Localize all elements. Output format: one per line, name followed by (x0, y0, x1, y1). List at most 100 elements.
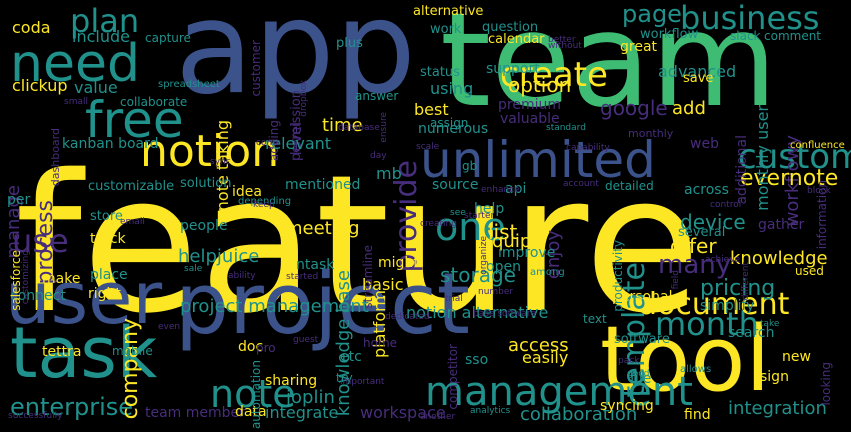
word-storage: storage (440, 263, 516, 287)
word-mobile: mobile (112, 344, 153, 358)
word-find: find (684, 407, 711, 423)
word-best: best (414, 100, 449, 119)
word-dropbox: dropbox (299, 80, 309, 117)
word-device: device (680, 210, 746, 234)
word-notion-alternative: notion alternative (406, 303, 549, 322)
word-knowledge-base: knowledge base (333, 270, 354, 417)
word-email: email (120, 217, 145, 227)
word-depending: depending (238, 196, 292, 207)
word-customizable: customizable (88, 179, 175, 194)
word-source: source (432, 177, 479, 193)
word-sale: sale (184, 264, 203, 274)
word-streamline: streamline (361, 245, 375, 309)
word-create: create (500, 55, 608, 95)
word-ensure: ensure (379, 112, 389, 143)
word-quip: quip (492, 231, 532, 252)
word-coda: coda (12, 18, 51, 37)
word-used: used (795, 264, 824, 278)
word-user: user (5, 256, 163, 340)
word-database: database (338, 123, 380, 133)
word-premium: premium (498, 97, 561, 113)
word-good: good (627, 369, 650, 379)
word-status: status (420, 65, 460, 80)
word-search: search (728, 325, 775, 341)
word-joplin: joplin (286, 387, 335, 408)
word-successfully: successfully (8, 411, 63, 421)
word-important: important (340, 377, 385, 387)
word-connect: connect (10, 288, 66, 304)
word-text: text (583, 312, 607, 326)
word-time: time (322, 115, 363, 136)
word-sync: sync (210, 157, 231, 167)
word-easily: easily (522, 348, 569, 367)
word-day: day (370, 151, 387, 161)
word-doc: doc (238, 339, 264, 355)
word-tettra: tettra (42, 344, 82, 360)
word-team-member: team member (145, 405, 245, 421)
word-evernote: evernote (740, 166, 839, 191)
word-another: another (420, 412, 456, 422)
word-alternative: alternative (413, 4, 484, 19)
word-comment: comment (764, 29, 822, 43)
word-add: add (672, 98, 706, 119)
word-creating: creating (420, 219, 457, 229)
word-app: app (175, 0, 416, 123)
word-competitor: competitor (446, 344, 460, 410)
word-project: project (175, 255, 471, 354)
word-several: several (678, 225, 726, 240)
word-additional: additional (734, 135, 750, 205)
word-task: task (10, 312, 158, 394)
word-looking: looking (819, 362, 833, 406)
word-advanced: advanced (658, 62, 737, 81)
word-place: place (90, 267, 128, 283)
word-business: business (680, 0, 820, 37)
word-unlimited: unlimited (420, 131, 656, 189)
word-plan: plan (70, 2, 140, 40)
word-productivity: productivity (611, 240, 625, 312)
word-ntask: ntask (296, 257, 335, 273)
word-new: new (782, 349, 811, 365)
word-base-software: base software (473, 309, 536, 319)
word-calendar: calendar (488, 32, 545, 47)
word-integrate: integrate (265, 403, 339, 422)
word-number: number (478, 287, 514, 297)
word-document: document (638, 287, 790, 322)
word-pricing: pricing (700, 276, 776, 301)
word-detailed: detailed (605, 179, 654, 193)
word-sharing: sharing (265, 373, 318, 389)
word-syncing: syncing (600, 398, 654, 414)
word-people: people (180, 218, 228, 234)
word-knowledge: knowledge (730, 248, 828, 269)
word-monthly-user: monthly user (753, 105, 772, 211)
word-pro: pro (256, 341, 276, 355)
word-mb: mb (376, 164, 402, 183)
word-collaborate: collaborate (120, 95, 188, 109)
word-guest: guest (293, 335, 319, 345)
word-list: list (488, 220, 518, 244)
word-support: support (486, 61, 540, 77)
word-capability: capability (566, 143, 610, 153)
word-web: web (690, 136, 719, 152)
word-capture: capture (145, 31, 191, 45)
word-confluence: confluence (790, 140, 845, 151)
word-standard: standard (546, 123, 586, 133)
word-workspace: workspace (360, 403, 446, 422)
word-value: value (74, 78, 118, 97)
word-etc: etc (340, 349, 362, 365)
word-spreadsheet: spreadsheet (158, 79, 220, 90)
word-use: use (12, 222, 69, 260)
word-trial: trial (445, 294, 463, 304)
word-google: google (600, 96, 668, 120)
word-try: try (336, 371, 353, 385)
word-question: question (482, 20, 539, 35)
word-work: work (430, 22, 462, 37)
word-home: home (363, 336, 398, 350)
word-clickup: clickup (12, 76, 68, 95)
word-improve: improve (498, 245, 556, 261)
word-custom: custom (738, 137, 851, 177)
word-option: option (508, 73, 572, 97)
word-integration: integration (728, 398, 827, 419)
word-sso: sso (465, 352, 489, 368)
word-take: take (760, 319, 780, 329)
